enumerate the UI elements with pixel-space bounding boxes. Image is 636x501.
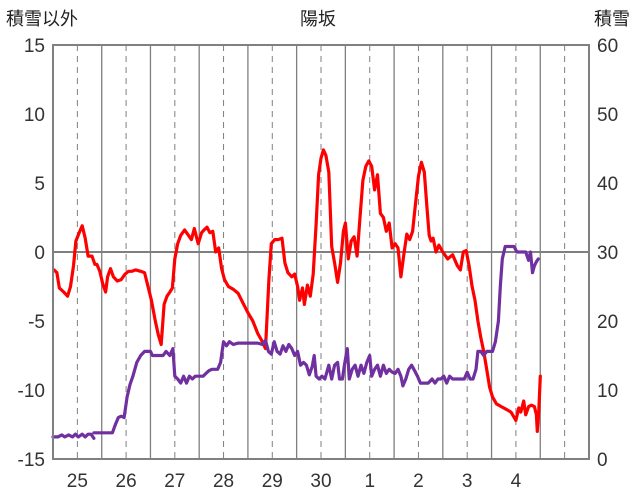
x-tick-label: 4 xyxy=(511,471,522,492)
chart-title: 陽坂 xyxy=(300,9,336,30)
series-group xyxy=(51,148,542,440)
right-tick-label: 30 xyxy=(597,243,618,264)
left-tick-label: -5 xyxy=(28,312,45,333)
x-tick-label: 30 xyxy=(310,471,331,492)
x-tick-label: 1 xyxy=(364,471,375,492)
plot-frame xyxy=(52,44,590,460)
x-tick-label: 29 xyxy=(262,471,283,492)
x-tick-label: 28 xyxy=(213,471,234,492)
left-tick-label: 0 xyxy=(34,243,45,264)
right-tick-label: 0 xyxy=(597,450,608,471)
left-tick-label: 15 xyxy=(24,36,45,57)
left-tick-label: 10 xyxy=(24,105,45,126)
left-tick-label: 5 xyxy=(34,174,45,195)
axes xyxy=(52,44,590,460)
x-tick-label: 2 xyxy=(413,471,424,492)
left-tick-label: -10 xyxy=(18,381,45,402)
right-tick-label: 10 xyxy=(597,381,618,402)
x-tick-label: 3 xyxy=(462,471,473,492)
right-tick-label: 40 xyxy=(597,174,618,195)
left-tick-label: -15 xyxy=(18,450,45,471)
right-tick-label: 20 xyxy=(597,312,618,333)
x-tick-label: 25 xyxy=(67,471,88,492)
non-snow-line xyxy=(95,148,542,433)
right-tick-label: 50 xyxy=(597,105,618,126)
right-axis-label: 積雪 xyxy=(594,9,630,30)
snow-depth-line xyxy=(92,244,540,435)
right-tick-label: 60 xyxy=(597,36,618,57)
left-axis-label: 積雪以外 xyxy=(6,9,78,30)
snow-depth-line xyxy=(51,432,96,440)
grid xyxy=(53,45,589,459)
x-tick-label: 27 xyxy=(164,471,185,492)
x-tick-label: 26 xyxy=(116,471,137,492)
non-snow-line xyxy=(52,224,97,298)
